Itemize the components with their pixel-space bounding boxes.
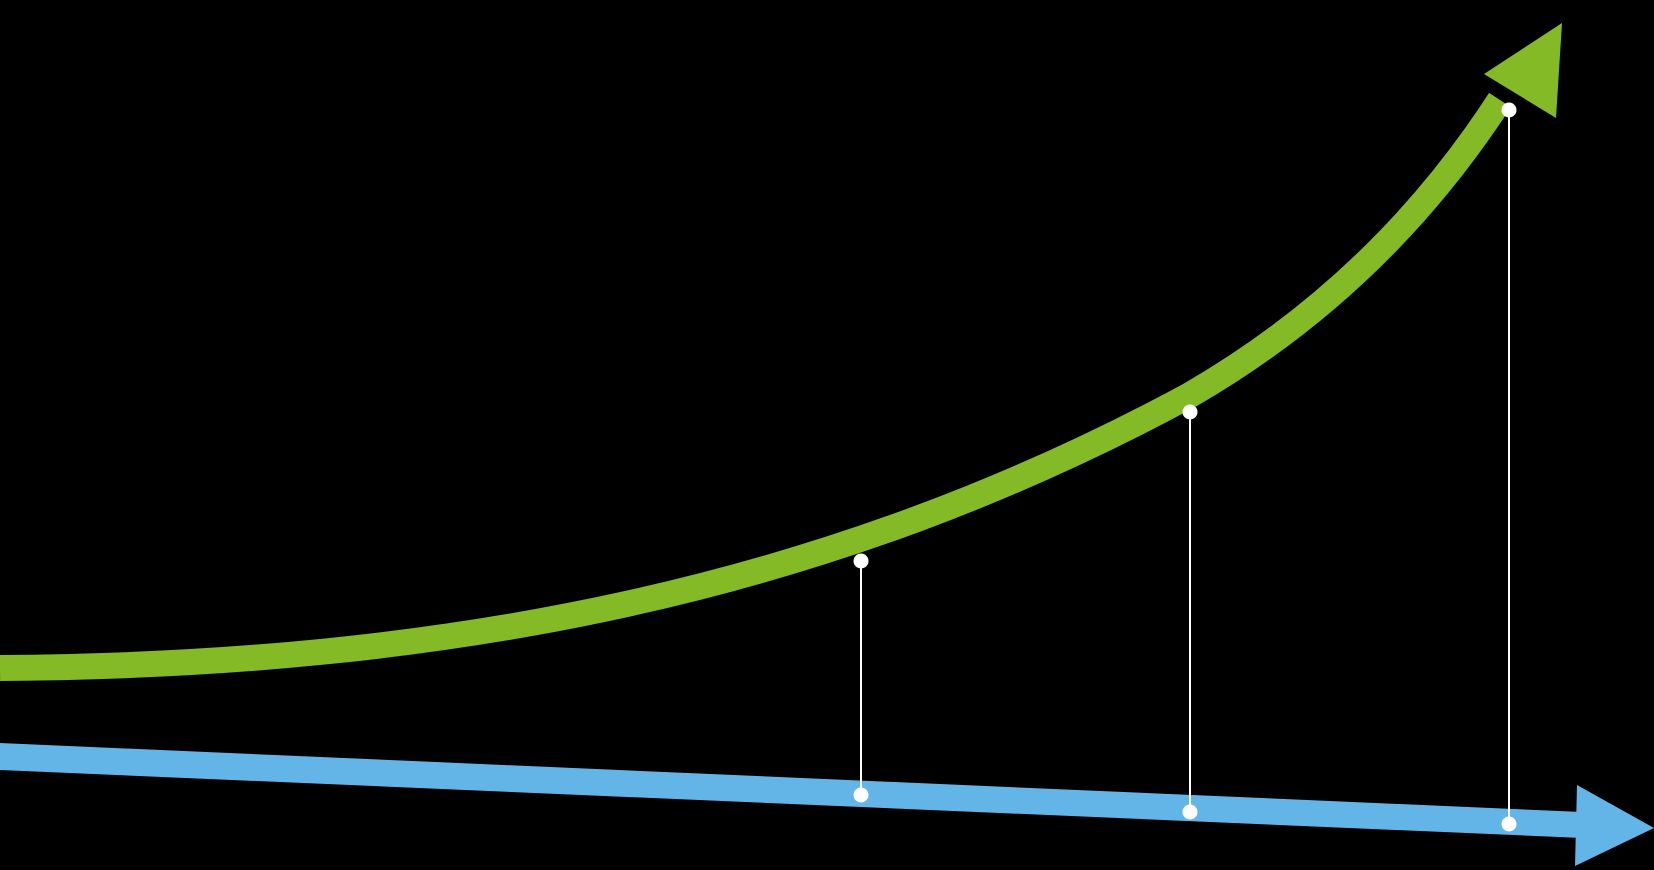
growth-marker-dot-icon: [1501, 102, 1517, 118]
baseline-marker-dot-icon: [1501, 816, 1517, 832]
connector-2: [1182, 404, 1198, 820]
growth-marker-dot-icon: [1182, 404, 1198, 420]
baseline-arrowhead-icon: [1575, 785, 1654, 866]
connector-1: [853, 553, 869, 803]
growth-marker-dot-icon: [853, 553, 869, 569]
baseline-marker-dot-icon: [853, 787, 869, 803]
baseline-marker-dot-icon: [1182, 804, 1198, 820]
growth-arrowhead-icon: [1484, 23, 1562, 118]
growth-arrow-shaft: [0, 92, 1511, 681]
connector-3: [1501, 102, 1517, 832]
